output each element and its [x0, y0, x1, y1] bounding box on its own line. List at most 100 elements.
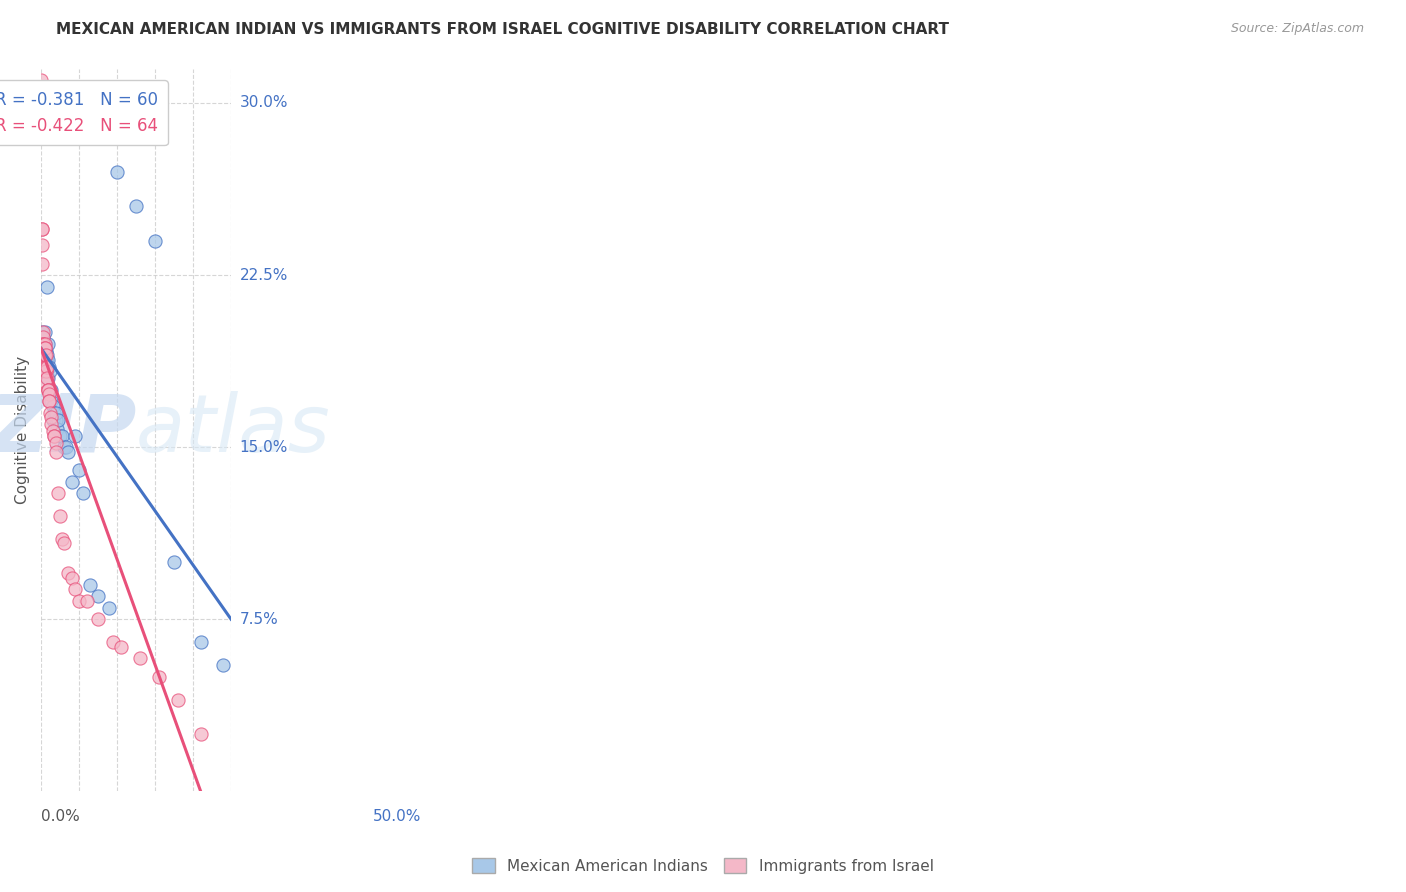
Point — [34, 348, 56, 362]
Point — [44, 428, 66, 442]
Point — [32, 343, 55, 358]
Point — [31, 238, 53, 252]
Point — [46, 486, 69, 500]
Point — [32, 337, 55, 351]
Point — [34, 359, 56, 374]
Point — [42, 428, 65, 442]
Point — [35, 376, 58, 390]
Point — [32, 342, 55, 356]
Text: 0.0%: 0.0% — [41, 809, 80, 824]
Point — [35, 353, 58, 368]
Point — [32, 348, 55, 362]
Point — [35, 359, 58, 374]
Point — [38, 387, 60, 401]
Point — [37, 383, 59, 397]
Point — [35, 364, 58, 378]
Text: 7.5%: 7.5% — [239, 612, 278, 627]
Point — [34, 337, 56, 351]
Point — [32, 337, 55, 351]
Point — [67, 463, 90, 477]
Point — [31, 222, 53, 236]
Point — [190, 635, 212, 649]
Point — [34, 337, 56, 351]
Text: 50.0%: 50.0% — [373, 809, 420, 824]
Text: MEXICAN AMERICAN INDIAN VS IMMIGRANTS FROM ISRAEL COGNITIVE DISABILITY CORRELATI: MEXICAN AMERICAN INDIAN VS IMMIGRANTS FR… — [56, 22, 949, 37]
Y-axis label: Cognitive Disability: Cognitive Disability — [15, 356, 30, 504]
Point — [190, 727, 212, 741]
Point — [79, 578, 101, 592]
Point — [35, 364, 58, 378]
Point — [41, 394, 63, 409]
Point — [37, 371, 59, 385]
Point — [34, 342, 56, 356]
Point — [163, 555, 186, 569]
Point — [167, 692, 190, 706]
Text: Source: ZipAtlas.com: Source: ZipAtlas.com — [1230, 22, 1364, 36]
Point — [32, 337, 55, 351]
Point — [51, 428, 73, 442]
Point — [38, 383, 60, 397]
Point — [32, 343, 55, 358]
Point — [34, 337, 56, 351]
Point — [212, 658, 235, 673]
Text: 15.0%: 15.0% — [239, 440, 288, 455]
Point — [34, 342, 56, 356]
Point — [128, 651, 150, 665]
Point — [31, 342, 53, 356]
Point — [32, 343, 55, 358]
Point — [45, 412, 67, 426]
Legend: R = -0.381   N = 60, R = -0.422   N = 64: R = -0.381 N = 60, R = -0.422 N = 64 — [0, 80, 167, 145]
Point — [67, 594, 90, 608]
Point — [35, 348, 58, 362]
Point — [34, 342, 56, 356]
Point — [34, 326, 56, 340]
Point — [37, 337, 59, 351]
Point — [31, 222, 53, 236]
Point — [37, 371, 59, 385]
Point — [34, 359, 56, 374]
Point — [31, 337, 53, 351]
Point — [39, 410, 62, 425]
Point — [148, 669, 170, 683]
Point — [31, 326, 53, 340]
Point — [60, 475, 83, 489]
Point — [52, 440, 75, 454]
Point — [46, 412, 69, 426]
Point — [38, 394, 60, 409]
Point — [31, 326, 53, 340]
Point — [32, 330, 55, 344]
Point — [65, 428, 87, 442]
Point — [38, 394, 60, 409]
Point — [35, 359, 58, 374]
Point — [110, 640, 132, 654]
Point — [38, 364, 60, 378]
Point — [55, 440, 77, 454]
Point — [56, 444, 79, 458]
Point — [34, 364, 56, 378]
Point — [87, 589, 110, 603]
Point — [37, 279, 59, 293]
Point — [65, 582, 87, 597]
Point — [125, 199, 148, 213]
Point — [38, 359, 60, 374]
Point — [87, 612, 110, 626]
Point — [32, 342, 55, 356]
Point — [49, 428, 72, 442]
Point — [39, 383, 62, 397]
Point — [34, 353, 56, 368]
Point — [37, 353, 59, 368]
Point — [32, 337, 55, 351]
Point — [32, 353, 55, 368]
Point — [32, 342, 55, 356]
Point — [31, 337, 53, 351]
Point — [44, 406, 66, 420]
Point — [34, 348, 56, 362]
Point — [31, 73, 53, 87]
Point — [103, 635, 125, 649]
Point — [31, 337, 53, 351]
Point — [42, 412, 65, 426]
Point — [32, 337, 55, 351]
Text: 22.5%: 22.5% — [239, 268, 288, 283]
Point — [34, 348, 56, 362]
Text: atlas: atlas — [136, 391, 330, 469]
